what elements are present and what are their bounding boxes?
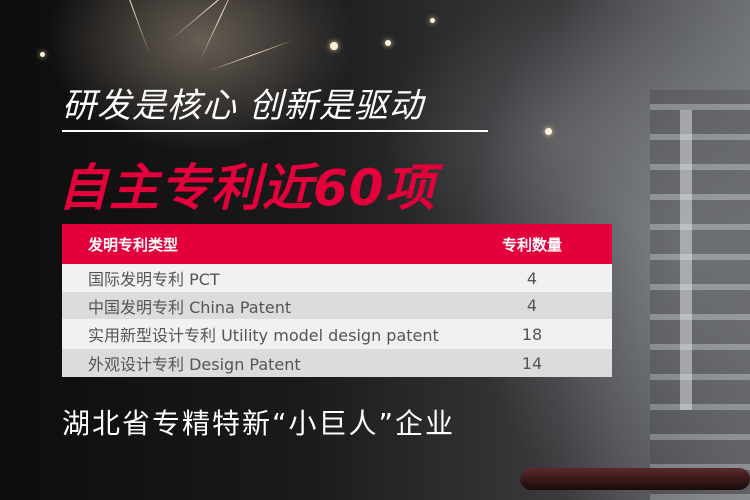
spark-streak [209, 39, 295, 71]
table-row: 外观设计专利 Design Patent 14 [62, 349, 612, 377]
spark-streak [111, 0, 151, 56]
table-row: 中国发明专利 China Patent 4 [62, 292, 612, 319]
header-type: 发明专利类型 [88, 235, 179, 254]
patent-type: 实用新型设计专利 Utility model design patent [88, 326, 439, 345]
spark-streak [169, 0, 263, 41]
roller [520, 468, 750, 490]
patent-type: 外观设计专利 Design Patent [88, 355, 301, 374]
spark [40, 52, 45, 57]
table-header: 发明专利类型 专利数量 [62, 224, 612, 264]
table-row: 国际发明专利 PCT 4 [62, 264, 612, 292]
patent-count: 18 [521, 324, 543, 344]
table-row: 实用新型设计专利 Utility model design patent 18 [62, 319, 612, 349]
divider [62, 130, 488, 132]
patent-table: 发明专利类型 专利数量 国际发明专利 PCT 4 中国发明专利 China Pa… [62, 224, 612, 377]
spark [330, 42, 338, 50]
spark [545, 128, 552, 135]
patent-count: 14 [521, 353, 543, 373]
patent-type: 中国发明专利 China Patent [88, 297, 292, 317]
patent-type: 国际发明专利 PCT [88, 270, 220, 289]
headline: 自主专利近60项 [58, 159, 436, 217]
machine-frame [650, 90, 750, 500]
patent-count: 4 [526, 268, 538, 288]
slogan: 研发是核心 创新是驱动 [62, 86, 424, 126]
machine-pillar [680, 110, 692, 410]
spark [385, 40, 391, 46]
footer-title: 湖北省专精特新“小巨人”企业 [62, 407, 456, 440]
spark [430, 18, 435, 23]
patent-count: 4 [526, 296, 538, 315]
header-count: 专利数量 [501, 235, 562, 254]
